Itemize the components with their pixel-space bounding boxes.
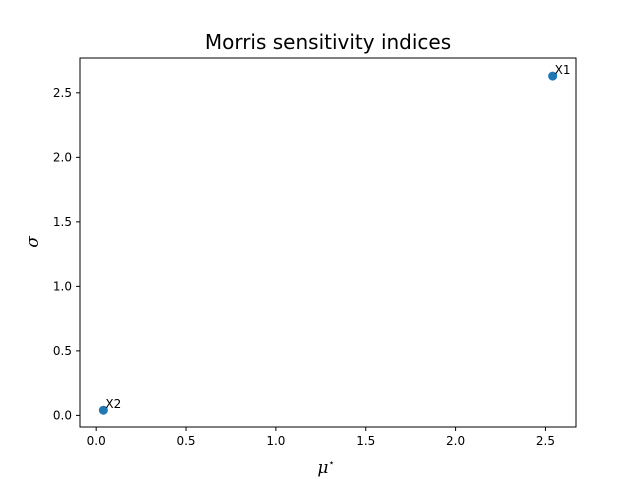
x-tick-label: 2.0	[446, 434, 465, 448]
point-label-x1: X1	[555, 63, 571, 77]
y-tick-label: 0.5	[53, 344, 72, 358]
x-axis-label-base: μ	[317, 458, 328, 478]
y-tick-label: 2.0	[53, 150, 72, 164]
y-tick-label: 1.0	[53, 279, 72, 293]
y-tick-label: 1.5	[53, 215, 72, 229]
x-tick-label: 1.0	[266, 434, 285, 448]
data-point-x1	[548, 71, 558, 81]
y-tick-label: 2.5	[53, 86, 72, 100]
x-axis-label-superscript: ⋆	[328, 458, 334, 469]
x-tick-label: 0.0	[87, 434, 106, 448]
data-point-x2	[98, 405, 108, 415]
x-tick-label: 1.5	[356, 434, 375, 448]
y-tick-label: 0.0	[53, 408, 72, 422]
chart-title: Morris sensitivity indices	[205, 30, 451, 54]
y-axis-label: σ	[23, 236, 43, 248]
point-label-x2: X2	[105, 397, 121, 411]
x-axis-label: μ⋆	[317, 458, 334, 478]
x-tick-label: 2.5	[536, 434, 555, 448]
x-tick-label: 0.5	[176, 434, 195, 448]
plot-frame	[79, 57, 577, 428]
axis-ticks: 0.0 0.5 1.0 1.5 2.0 2.5 0.0 0.5 1.0 1.5 2.0 2.5	[53, 86, 555, 448]
data-points: X1 X2	[98, 63, 571, 415]
